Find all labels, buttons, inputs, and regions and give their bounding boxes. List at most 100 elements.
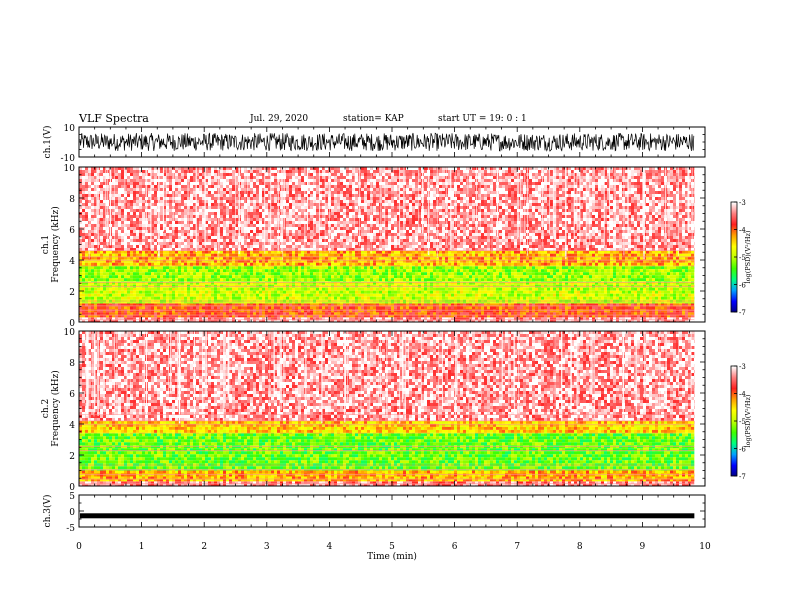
spectrogram-cell: [304, 278, 307, 282]
spectrogram-cell: [349, 296, 352, 300]
spectrogram-cell: [226, 281, 229, 282]
spectrogram-cell: [625, 250, 628, 254]
spectrogram-cell: [289, 293, 292, 297]
spectrogram-cell: [460, 312, 463, 316]
spectrogram-cell: [130, 281, 133, 282]
spectrogram-cell: [139, 275, 142, 279]
spectrogram-cell: [352, 302, 355, 304]
spectrogram-cell: [175, 269, 178, 273]
spectrogram-cell: [250, 317, 253, 321]
spectrogram-cell: [535, 293, 538, 297]
spectrogram-cell: [433, 302, 436, 304]
spectrogram-cell: [343, 302, 346, 304]
spectrogram-cell: [562, 272, 565, 276]
spectrogram-cell: [553, 250, 556, 254]
spectrogram-cell: [541, 303, 544, 307]
spectrogram-cell: [463, 266, 466, 270]
spectrogram-cell: [103, 275, 106, 279]
spectrogram-cell: [205, 309, 208, 313]
spectrogram-cell: [592, 312, 595, 316]
spectrogram-cell: [562, 320, 565, 323]
spectrogram-cell: [628, 317, 631, 321]
spectrogram-cell: [454, 272, 457, 276]
spectrogram-cell: [190, 312, 193, 316]
spectrogram-cell: [247, 281, 250, 285]
spectrogram-cell: [688, 309, 691, 313]
spectrogram-cell: [439, 281, 442, 285]
spectrogram-cell: [466, 281, 469, 282]
spectrogram-cell: [451, 312, 454, 316]
spectrogram-cell: [148, 287, 151, 291]
spectrogram-cell: [613, 250, 616, 254]
spectrogram-cell: [202, 312, 205, 316]
spectrogram-cell: [613, 287, 616, 291]
spectrogram-cell: [316, 303, 319, 307]
spectrogram-cell: [454, 306, 457, 310]
spectrogram-cell: [253, 296, 256, 300]
spectrogram-cell: [340, 312, 343, 316]
spectrogram-cell: [463, 250, 466, 254]
spectrogram-cell: [82, 306, 85, 310]
spectrogram-cell: [424, 306, 427, 310]
spectrogram-cell: [424, 275, 427, 279]
spectrogram-cell: [109, 317, 112, 321]
spectrogram-cell: [562, 302, 565, 304]
spectrogram-cell: [427, 253, 430, 257]
spectrogram-cell: [640, 250, 643, 254]
spectrogram-cell: [682, 290, 685, 294]
spectrogram-cell: [208, 275, 211, 279]
spectrogram-cell: [202, 290, 205, 294]
spectrogram-cell: [139, 290, 142, 294]
spectrogram-cell: [241, 312, 244, 316]
spectrogram-cell: [649, 250, 652, 254]
spectrogram-cell: [544, 287, 547, 291]
spectrogram-cell: [220, 309, 223, 313]
spectrogram-cell: [529, 250, 532, 254]
spectrogram-cell: [610, 281, 613, 282]
spectrogram-cell: [322, 290, 325, 294]
station-label: station= KAP: [343, 114, 404, 124]
spectrogram-cell: [475, 293, 478, 297]
spectrogram-cell: [448, 306, 451, 310]
spectrogram-cell: [520, 281, 523, 285]
spectrogram-cell: [259, 309, 262, 313]
spectrogram-cell: [406, 293, 409, 297]
spectrogram-cell: [433, 266, 436, 270]
spectrogram-cell: [493, 315, 496, 318]
spectrogram-cell: [607, 281, 610, 285]
spectrogram-cell: [91, 320, 94, 323]
spectrogram-cell: [568, 275, 571, 279]
spectrogram-cell: [595, 281, 598, 285]
spectrogram-cell: [598, 315, 601, 318]
spectrogram-cell: [289, 290, 292, 294]
spectrogram-cell: [343, 312, 346, 316]
spectrogram-cell: [496, 287, 499, 291]
spectrogram-cell: [664, 303, 667, 307]
spectrogram-cell: [265, 312, 268, 316]
spectrogram-cell: [325, 281, 328, 285]
spectrogram-cell: [220, 306, 223, 310]
spectrogram-cell: [181, 287, 184, 291]
spectrogram-cell: [202, 320, 205, 323]
spectrogram-cell: [436, 275, 439, 279]
spectrogram-cell: [472, 272, 475, 276]
spectrogram-cell: [625, 302, 628, 304]
spectrogram-cell: [592, 315, 595, 318]
spectrogram-cell: [439, 250, 442, 254]
spectrogram-cell: [295, 281, 298, 282]
spectrogram-cell: [364, 317, 367, 321]
spectrogram-cell: [364, 256, 367, 260]
spectrogram-cell: [199, 281, 202, 285]
spectrogram-cell: [688, 269, 691, 273]
spectrogram-cell: [334, 253, 337, 257]
spectrogram-cell: [130, 281, 133, 285]
spectrogram-cell: [544, 306, 547, 310]
spectrogram-cell: [145, 253, 148, 257]
spectrogram-cell: [553, 306, 556, 310]
spectrogram-cell: [520, 296, 523, 300]
spectrogram-cell: [277, 306, 280, 310]
spectrogram-cell: [325, 302, 328, 304]
spectrogram-cell: [151, 293, 154, 297]
spectrogram-cell: [292, 290, 295, 294]
spectrogram-cell: [562, 253, 565, 257]
